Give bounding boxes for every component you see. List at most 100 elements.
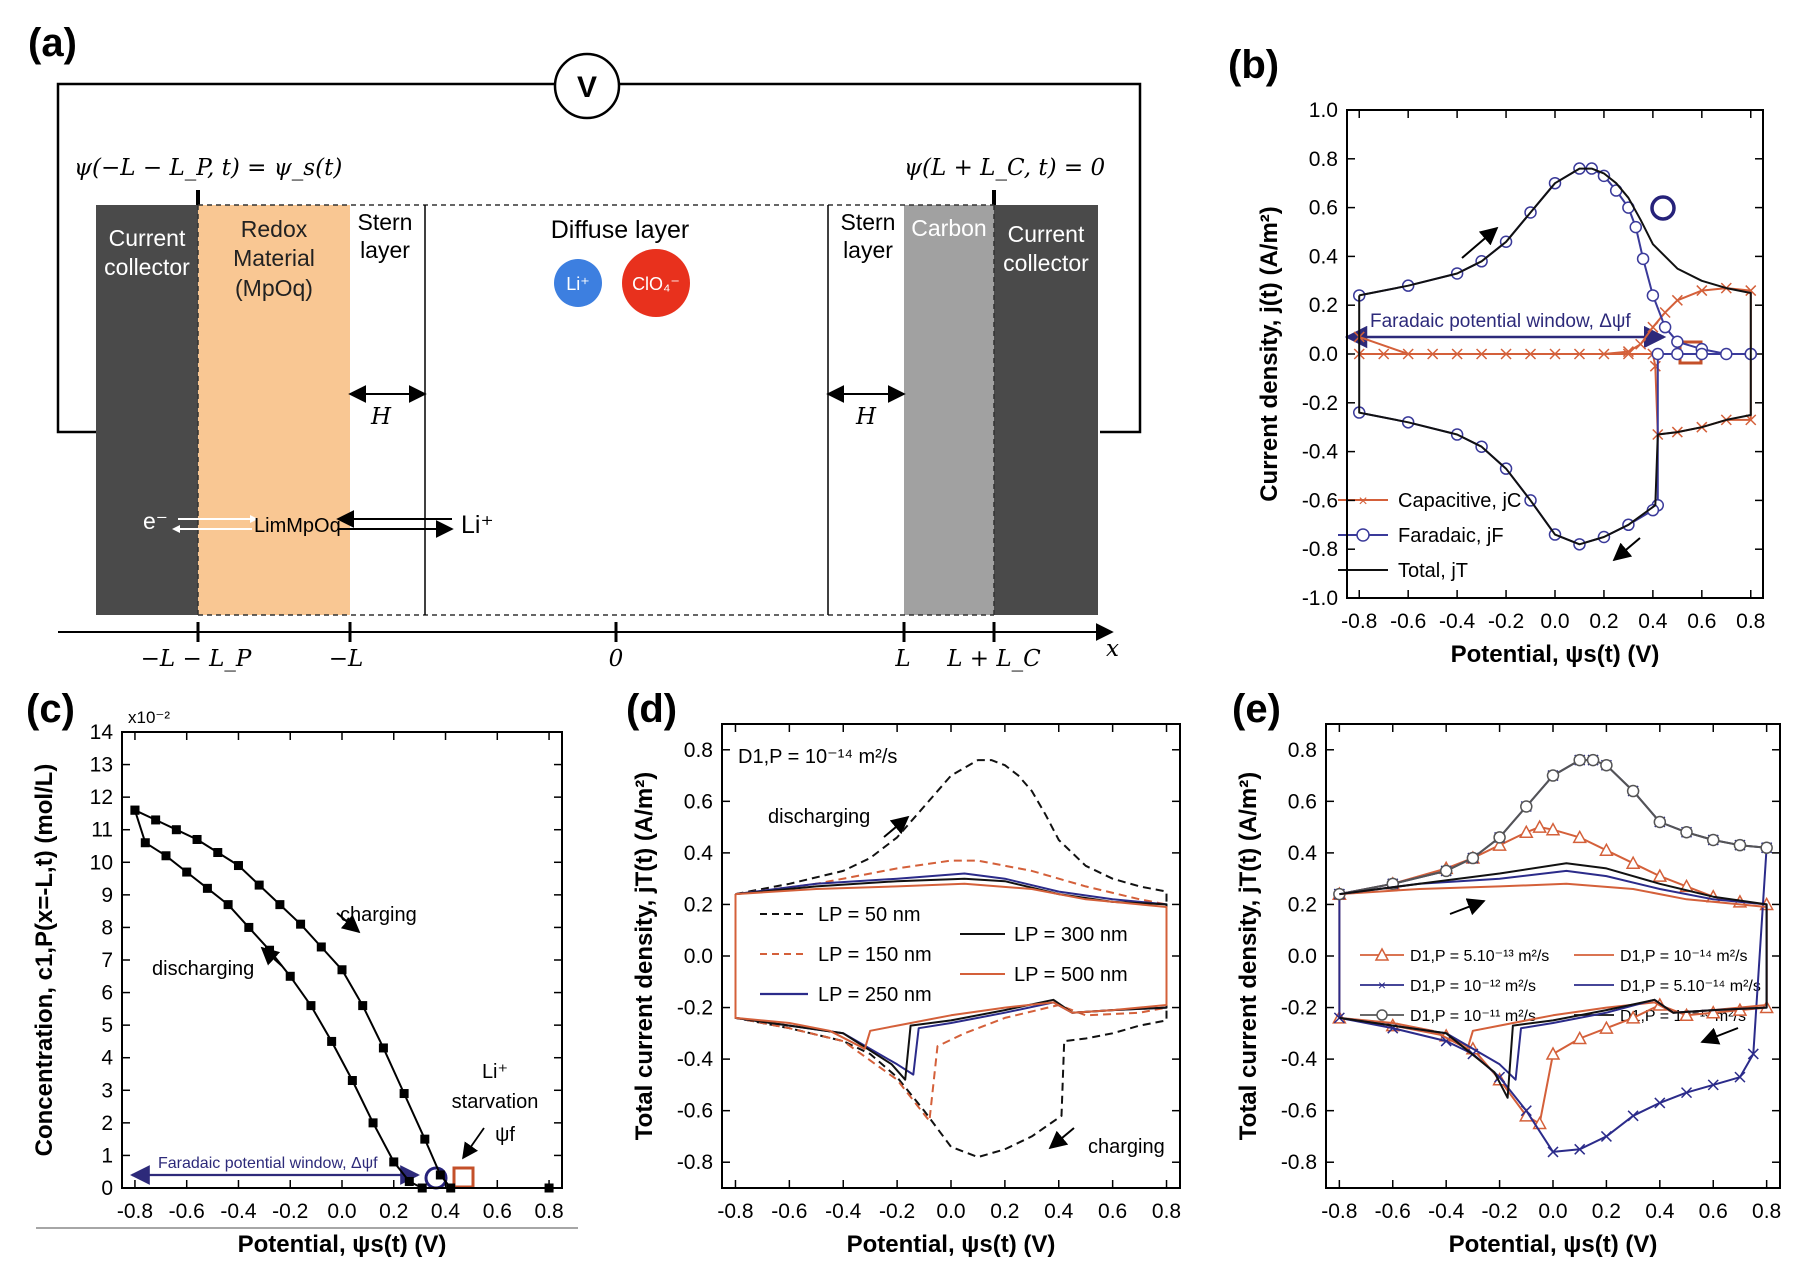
- series-line-d-4: [734, 882, 1168, 1050]
- y-tick-label: 7: [101, 949, 113, 972]
- x-tick-label: 0.4: [1645, 1200, 1675, 1223]
- data-point: [1519, 824, 1534, 839]
- y-tick-label: -0.4: [1281, 1048, 1318, 1071]
- x-tick-label: 0.6: [483, 1200, 512, 1223]
- data-point: [337, 965, 347, 975]
- data-point: [1586, 753, 1600, 767]
- data-point: [1625, 855, 1641, 869]
- data-point: [1646, 289, 1660, 302]
- x-tick-label: -0.2: [879, 1200, 915, 1223]
- data-point: [1492, 837, 1507, 851]
- e-legend-4: D1,P = 10⁻¹⁴ m²/s: [1620, 948, 1748, 965]
- diffuse-layer-label: Diffuse layer: [551, 216, 690, 244]
- clo4-ion-icon: [622, 249, 690, 317]
- data-point: [1402, 348, 1414, 360]
- y-tick-label: 10: [90, 851, 113, 874]
- data-point: [1532, 819, 1547, 833]
- d-legend-1: LP = 50 nm: [818, 904, 920, 926]
- x-tick-label: -0.4: [1439, 610, 1476, 633]
- d-legend-3: LP = 250 nm: [818, 984, 932, 1006]
- c-charging-label: charging: [340, 904, 417, 926]
- data-point: [1573, 348, 1586, 360]
- carbon-electrode: [904, 205, 994, 615]
- data-point: [1493, 831, 1506, 844]
- series-line-b-2: [1358, 167, 1752, 546]
- electron-arrowhead-left: [172, 525, 180, 533]
- y-tick-label: -0.4: [677, 1048, 714, 1071]
- data-point: [1572, 829, 1587, 844]
- data-point: [1549, 348, 1561, 360]
- e-legend-2: D1,P = 10⁻¹² m²/s: [1410, 978, 1536, 995]
- data-point: [192, 834, 202, 844]
- y-tick-label: -0.8: [1281, 1151, 1317, 1174]
- li-ion-icon: [554, 259, 602, 307]
- x-tick-label-2: −L: [329, 646, 364, 672]
- panel-c-label: (c): [26, 687, 75, 731]
- b-legend-total: Total, jT: [1398, 560, 1468, 582]
- data-point: [285, 971, 295, 981]
- x-tick-label: 0.6: [1098, 1200, 1127, 1223]
- panel-d-label: (d): [626, 687, 677, 731]
- clo4-ion-label: ClO₄⁻: [632, 274, 680, 294]
- x-axis-label: Potential, ψs(t) (V): [1449, 1231, 1658, 1258]
- b-legend-faradaic: Faradaic, jF: [1398, 525, 1504, 547]
- y-tick-label: 0.4: [684, 842, 714, 865]
- data-point: [404, 1176, 414, 1186]
- x-axis-label: Potential, ψs(t) (V): [1451, 641, 1660, 668]
- data-point: [1600, 758, 1613, 772]
- stern-right-label-1: Stern: [841, 209, 896, 235]
- c-window-label: Faradaic potential window, Δψf: [158, 1155, 378, 1172]
- li-ion-flux-label: Li⁺: [461, 511, 494, 539]
- data-point: [130, 805, 140, 815]
- b-legend: × Capacitive, jC Faradaic, jF Total, jT: [1338, 490, 1521, 582]
- x-tick-label: -0.4: [1428, 1200, 1465, 1223]
- data-point: [306, 1001, 316, 1011]
- y-tick-label: -0.2: [1281, 997, 1317, 1020]
- data-point: [1545, 1046, 1561, 1060]
- cc-left-label-2: collector: [104, 254, 190, 280]
- data-point: [182, 867, 192, 877]
- x-tick-label: 0.0: [327, 1200, 356, 1223]
- stern-right-label-2: layer: [843, 237, 893, 263]
- e-sweep-arrow-down: [1700, 1027, 1739, 1045]
- chart-e: -0.8 -0.6 -0.4 -0.2 0.0 0.2 0.4 0.6 0.8-0.8-0.6-…: [1235, 723, 1781, 1258]
- c-discharging-label: discharging: [152, 958, 254, 980]
- d-charging-arrow: [1048, 1127, 1075, 1150]
- data-point: [347, 1076, 357, 1086]
- data-point: [1745, 285, 1757, 297]
- y-tick-label: 4: [101, 1047, 113, 1070]
- data-point: [202, 883, 212, 893]
- x-tick-label: -0.4: [825, 1200, 862, 1223]
- b-faradaic-onset-marker: [1650, 195, 1676, 221]
- chart-c: -0.8 -0.6 -0.4 -0.2 0.0 0.2 0.4 0.6 0.8012345678…: [31, 721, 564, 1258]
- data-point: [1653, 815, 1667, 829]
- x-tick-label: 0.8: [1752, 1200, 1781, 1223]
- h-label-right: H: [855, 404, 877, 430]
- cc-left-label-1: Current: [109, 225, 186, 251]
- data-point: [1671, 294, 1683, 306]
- data-point: [389, 1157, 399, 1167]
- data-point: [378, 1043, 388, 1053]
- x-tick-label: 0.4: [1638, 610, 1668, 633]
- data-point: [296, 919, 306, 929]
- cc-right-label-2: collector: [1003, 250, 1089, 276]
- y-tick-label: -0.6: [677, 1100, 713, 1123]
- d-charging-label: charging: [1088, 1136, 1165, 1158]
- x-axis-label: Potential, ψs(t) (V): [238, 1231, 447, 1258]
- charts: -0.8 -0.6 -0.4 -0.2 0.0 0.2 0.4 0.6 0.8-1.0-0.8-…: [31, 99, 1781, 1258]
- y-tick-label: 0.2: [684, 893, 713, 916]
- data-point: [1733, 838, 1747, 852]
- x-tick-label: -0.6: [169, 1200, 205, 1223]
- b-legend-capacitive: Capacitive, jC: [1398, 490, 1521, 512]
- y-tick-label: 0.4: [1309, 245, 1339, 268]
- x-tick-label: -0.8: [717, 1200, 753, 1223]
- data-point: [1574, 1143, 1586, 1155]
- y-tick-label: 0.6: [1309, 197, 1338, 220]
- redox-formula: (MpOq): [235, 275, 313, 301]
- y-tick-label: 13: [90, 754, 113, 777]
- svg-text:×: ×: [1378, 977, 1386, 993]
- data-point: [1378, 348, 1390, 360]
- series-line-d-0: [734, 759, 1168, 1159]
- y-tick-label: 0.6: [684, 790, 713, 813]
- current-collector-left: [96, 205, 198, 615]
